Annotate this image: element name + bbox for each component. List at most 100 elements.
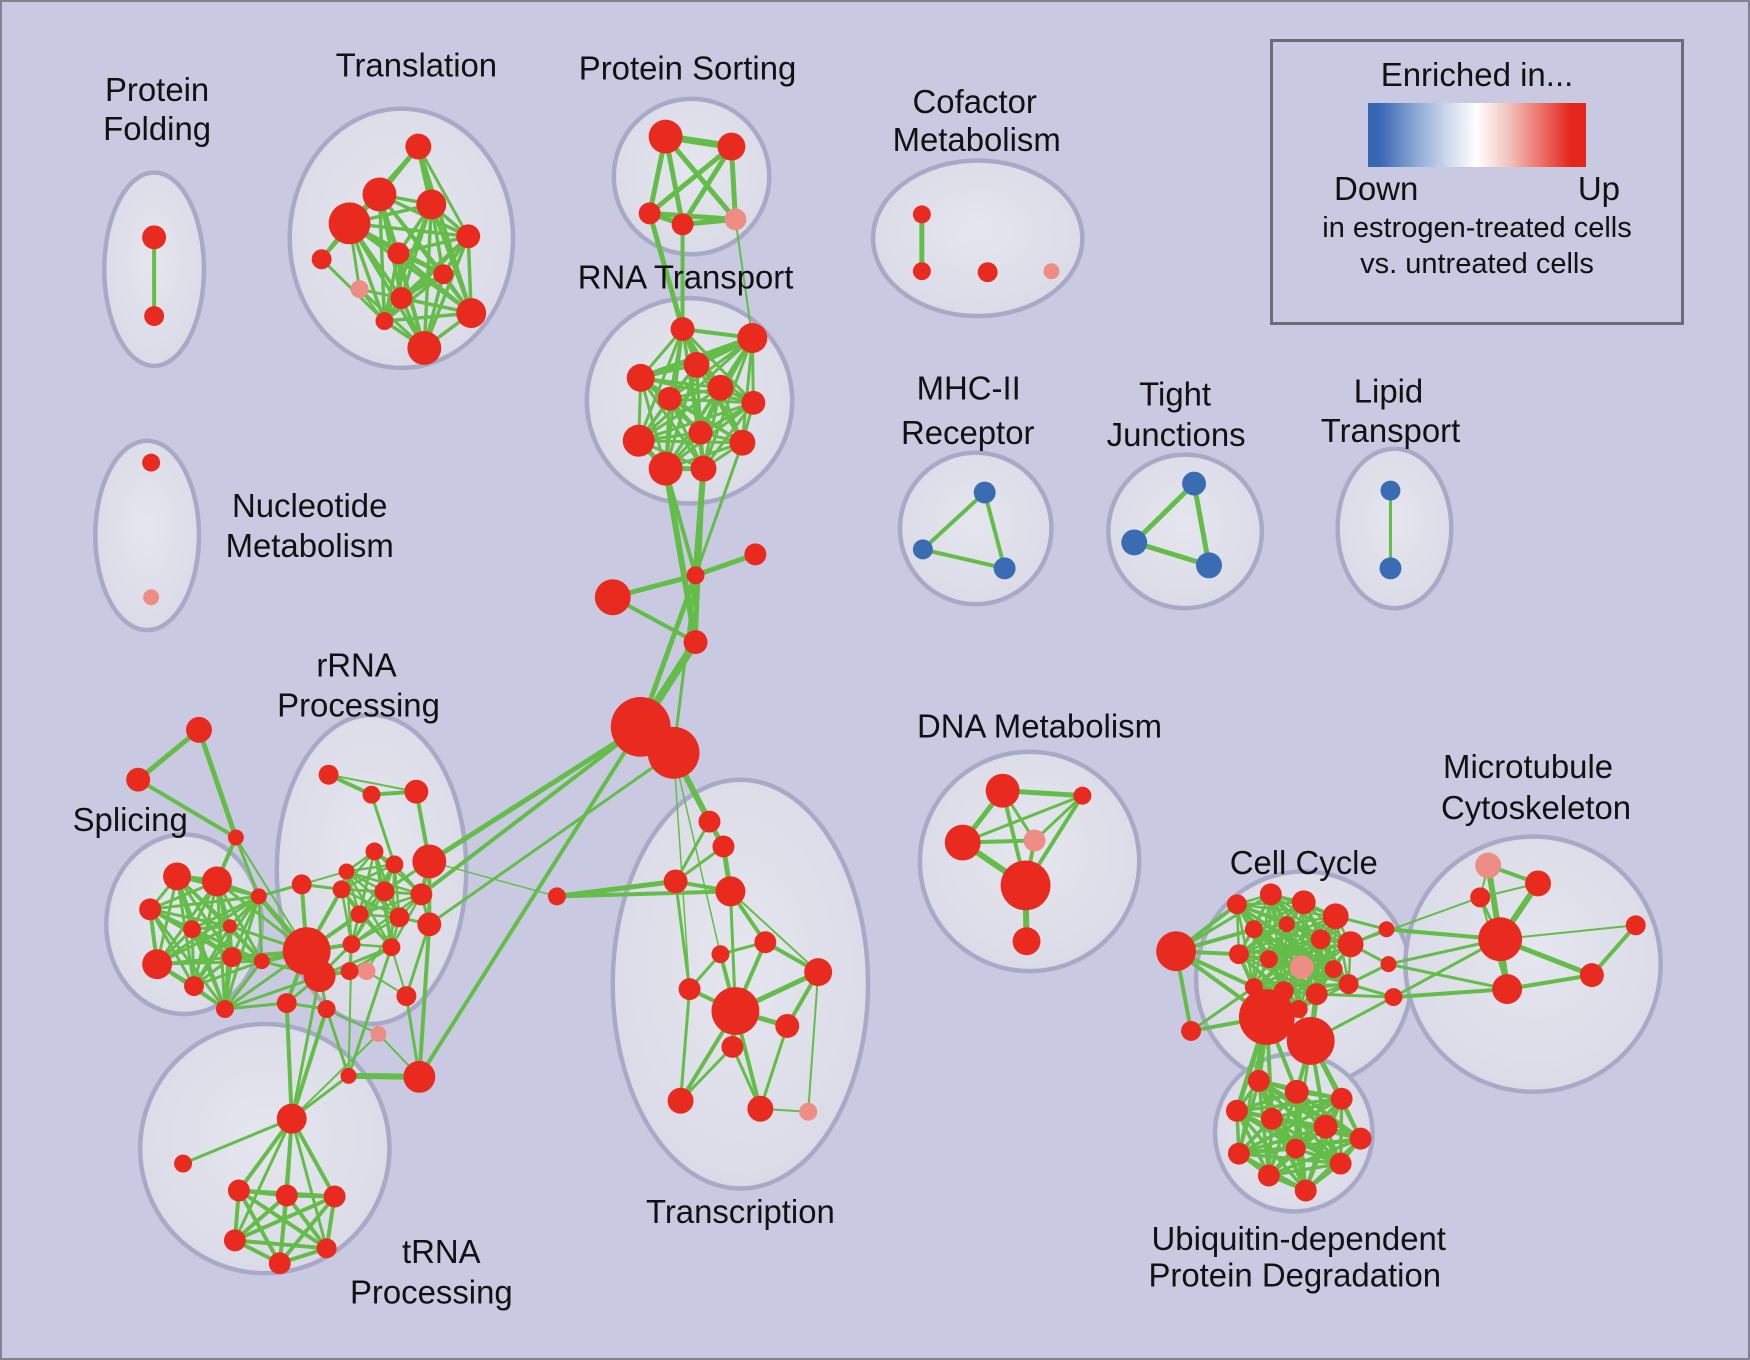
node-ps2 bbox=[717, 132, 746, 161]
node-s11 bbox=[215, 1000, 234, 1019]
edge-b7-b9 bbox=[1237, 937, 1322, 956]
node-rt10 bbox=[729, 429, 756, 456]
edge-b3-b9 bbox=[1237, 901, 1305, 956]
node-nm1 bbox=[142, 453, 161, 472]
edge-ps2-ps3 bbox=[647, 144, 734, 216]
node-b7 bbox=[1310, 929, 1331, 950]
node-M1 bbox=[547, 887, 566, 906]
node-d2 bbox=[944, 824, 981, 861]
legend-box: Enriched in... Down Up in estrogen-treat… bbox=[1270, 39, 1684, 325]
node-k0 bbox=[594, 579, 631, 616]
cluster-protein-folding-label-line1: Protein bbox=[105, 71, 209, 108]
edge-T0-rp2 bbox=[290, 1032, 380, 1120]
node-u4 bbox=[1260, 1107, 1283, 1130]
node-ps5 bbox=[724, 208, 747, 231]
edge-ta2-tc bbox=[136, 777, 238, 840]
cluster-tight-junctions-ellipse bbox=[1106, 452, 1265, 611]
edge-rt2-rt10 bbox=[740, 336, 754, 445]
cluster-dna-metabolism-label-line1: DNA Metabolism bbox=[917, 707, 1162, 744]
node-pf2 bbox=[144, 306, 165, 327]
edge-M1-x3 bbox=[554, 889, 733, 899]
cluster-cofactor-metabolism-ellipse bbox=[870, 158, 1085, 319]
node-d1 bbox=[1073, 786, 1092, 805]
edge-rr13-E bbox=[417, 922, 432, 1079]
node-yh bbox=[747, 1095, 774, 1122]
edge-s3-s11 bbox=[148, 907, 227, 1011]
node-bp bbox=[1289, 955, 1314, 980]
node-T2 bbox=[227, 1179, 250, 1202]
node-rp2 bbox=[370, 1025, 387, 1042]
edge-T3-T6 bbox=[277, 1193, 289, 1266]
edge-H2b-yd bbox=[672, 752, 691, 990]
edge-b11-b12 bbox=[1252, 967, 1335, 989]
edge-T5-T7 bbox=[232, 1238, 329, 1251]
node-k2 bbox=[744, 543, 767, 566]
edge-H2a-rr7 bbox=[426, 724, 644, 864]
node-rt5 bbox=[707, 374, 734, 401]
node-T6 bbox=[268, 1252, 291, 1275]
edge-yc-yp bbox=[807, 971, 820, 1113]
cluster-ubiquitin-protein-degradation-label-line2: Protein Degradation bbox=[1148, 1257, 1441, 1294]
cluster-rrna-processing-label-line2: Processing bbox=[277, 686, 440, 723]
cluster-protein-folding-label-line2: Folding bbox=[103, 110, 211, 147]
node-rr16 bbox=[291, 874, 312, 895]
edge-tr1-tr5 bbox=[416, 145, 470, 238]
edge-tr4-tr10 bbox=[429, 202, 473, 315]
edge-rt10-k1 bbox=[694, 441, 744, 577]
node-t1 bbox=[1121, 529, 1148, 556]
cluster-microtubule-cytoskeleton-label-line1: Microtubule bbox=[1443, 748, 1613, 785]
nodes bbox=[126, 119, 1646, 1275]
cluster-rna-transport-label-line1: RNA Transport bbox=[578, 259, 794, 296]
edge-u9-u10 bbox=[1267, 1161, 1343, 1178]
node-rr1 bbox=[318, 764, 339, 785]
node-f2 bbox=[1181, 1020, 1202, 1041]
edge-x2-yd bbox=[674, 879, 692, 991]
node-rr6 bbox=[385, 855, 404, 874]
node-b6 bbox=[1278, 916, 1295, 933]
node-m1 bbox=[912, 539, 933, 560]
node-rt4 bbox=[626, 363, 655, 392]
node-t0 bbox=[1182, 471, 1207, 496]
legend-title: Enriched in... bbox=[1380, 56, 1574, 93]
cluster-nucleotide-metabolism-label-line2: Metabolism bbox=[226, 527, 394, 564]
node-b11 bbox=[1324, 960, 1343, 979]
node-u9 bbox=[1329, 1152, 1352, 1175]
node-d3 bbox=[1023, 829, 1046, 852]
edge-rr10-rr14 bbox=[350, 893, 423, 946]
cluster-tight-junctions-label-line1: Tight bbox=[1139, 375, 1211, 412]
edge-tn1-s11 bbox=[223, 1001, 289, 1011]
node-rr13 bbox=[417, 912, 442, 937]
edge-T3-T5 bbox=[232, 1193, 289, 1243]
node-tr13 bbox=[311, 249, 332, 270]
node-rr7 bbox=[412, 844, 447, 879]
node-w1 bbox=[317, 1000, 336, 1019]
node-b3 bbox=[1291, 890, 1316, 915]
edge-T0-T5 bbox=[233, 1117, 294, 1242]
node-rp1 bbox=[357, 962, 376, 981]
edge-ps1-ps5 bbox=[663, 134, 738, 222]
node-u6 bbox=[1349, 1127, 1372, 1150]
cluster-protein-sorting-label-line1: Protein Sorting bbox=[579, 49, 797, 86]
edge-F-rr15 bbox=[347, 945, 393, 1078]
node-lt2 bbox=[1379, 557, 1402, 580]
node-rr3 bbox=[404, 779, 429, 804]
node-s6 bbox=[184, 976, 204, 997]
legend-up-label: Up bbox=[1577, 170, 1620, 207]
edge-u3-u10 bbox=[1235, 1108, 1271, 1178]
node-T5 bbox=[223, 1229, 246, 1252]
edge-F-w1 bbox=[325, 1007, 351, 1078]
node-ps1 bbox=[648, 119, 683, 154]
node-T1 bbox=[174, 1154, 193, 1173]
node-x1 bbox=[712, 835, 735, 858]
edge-u2-u3 bbox=[1235, 1097, 1344, 1113]
node-rt12 bbox=[690, 455, 717, 482]
node-m2 bbox=[993, 557, 1016, 580]
node-Y bbox=[711, 987, 760, 1035]
node-mt5 bbox=[1579, 963, 1604, 988]
edge-tc-s9 bbox=[234, 836, 261, 898]
cluster-trna-processing-label-line1: tRNA bbox=[402, 1233, 481, 1270]
node-u5 bbox=[1313, 1114, 1338, 1139]
node-mt0 bbox=[1475, 852, 1502, 879]
edge-rt6-rt7 bbox=[668, 397, 755, 405]
cluster-ubiquitin-protein-degradation-label-line1: Ubiquitin-dependent bbox=[1152, 1220, 1446, 1257]
